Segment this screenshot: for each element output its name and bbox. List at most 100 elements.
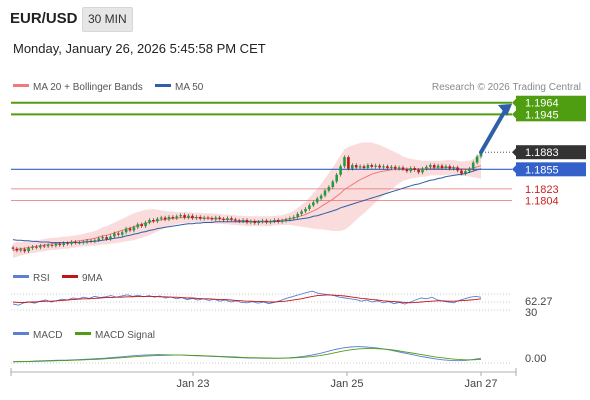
candle-body [42, 245, 46, 247]
candle-body [382, 166, 385, 168]
candle-body [230, 218, 233, 220]
timeframe-badge[interactable]: 30 MIN [82, 7, 133, 32]
candle-body [265, 220, 268, 223]
price-tag-pointer [512, 110, 516, 119]
candle-body [312, 202, 315, 206]
candle-body [117, 233, 120, 235]
price-tag-label: 1.1804 [525, 195, 559, 207]
candle-body [284, 219, 288, 221]
ma50-line [12, 168, 482, 244]
price-tag-label: 1.1945 [525, 109, 559, 121]
candle-body [132, 227, 136, 231]
legend-ma20-swatch [13, 84, 29, 87]
candle-body [167, 216, 171, 220]
candle-body [323, 190, 327, 196]
candle-body [93, 240, 97, 242]
candle-body [429, 165, 432, 167]
candle-body [58, 243, 62, 246]
candle-body [85, 240, 89, 243]
candle-body [393, 166, 397, 169]
candle-body [74, 242, 77, 243]
candle-body [444, 166, 448, 169]
candle-body [183, 215, 186, 218]
candle-body [425, 166, 428, 169]
candle-body [417, 169, 420, 173]
legend-rsi-label: RSI [33, 273, 50, 284]
candle-body [374, 165, 377, 167]
candle-body [159, 217, 163, 219]
candle-body [218, 217, 221, 219]
candle-body [358, 166, 362, 168]
candle-body [432, 165, 436, 168]
candle-body [339, 166, 342, 175]
candle-body [39, 245, 42, 248]
candle-body [276, 220, 280, 222]
rsi-level-label: 30 [525, 307, 537, 319]
candle-body [354, 165, 358, 168]
candle-body [156, 218, 159, 222]
chart-header: EUR/USD 30 MIN [0, 0, 590, 36]
legend-ma50-swatch [155, 84, 171, 87]
legend-rsi-swatch [13, 275, 29, 278]
candle-body [101, 237, 104, 239]
rsi-level-label: 62.27 [525, 296, 553, 308]
macd-panel: 0.00 [11, 346, 546, 365]
candle-body [210, 218, 214, 220]
candle-body [280, 220, 284, 222]
legend-ma50-label: MA 50 [175, 82, 204, 93]
candle-body [315, 198, 319, 203]
candle-body [46, 245, 50, 247]
candle-body [273, 220, 276, 222]
candle-body [19, 249, 23, 251]
candle-body [78, 242, 81, 244]
symbol-label: EUR/USD [10, 10, 78, 27]
candle-body [370, 165, 374, 167]
rsi-ma-line [12, 294, 482, 304]
candle-body [222, 218, 225, 221]
candle-body [475, 156, 479, 163]
candle-body [261, 220, 264, 222]
candle-body [292, 216, 296, 219]
candle-body [187, 215, 190, 218]
candle-body [253, 221, 257, 224]
candle-body [140, 224, 143, 227]
candle-body [206, 217, 210, 219]
price-tag-pointer [512, 98, 516, 107]
candle-body [347, 157, 350, 169]
legend-rsi-ma-swatch [62, 275, 78, 278]
price-tag-label: 1.1855 [525, 164, 559, 176]
candle-body [351, 165, 354, 169]
candle-body [390, 166, 393, 169]
candle-body [288, 218, 292, 220]
candle-body [148, 220, 151, 223]
legend-macd-swatch [13, 332, 29, 335]
forecast-arrow-head [498, 103, 512, 116]
candle-body [15, 248, 19, 251]
candle-body [128, 228, 132, 231]
price-tag-last [516, 145, 586, 160]
candle-body [105, 237, 108, 239]
candle-body [198, 216, 202, 219]
candle-body [89, 240, 93, 242]
price-tag-pointer [512, 148, 516, 157]
forecast-arrow [479, 103, 512, 155]
candle-body [113, 233, 116, 237]
price-tag-label: 1.1883 [525, 147, 559, 159]
candle-body [245, 220, 249, 223]
legend-macd-signal-swatch [75, 332, 91, 335]
candle-body [319, 195, 323, 199]
candle-body [421, 168, 424, 173]
candle-body [234, 219, 237, 221]
candle-body [175, 216, 179, 219]
price-tag-resistance [516, 107, 586, 122]
price-tag-resistance [516, 95, 586, 110]
candle-body [54, 243, 58, 246]
rsi-line [12, 290, 482, 306]
candle-body [362, 166, 366, 169]
candle-body [136, 224, 140, 228]
candle-body [11, 247, 15, 249]
candle-body [50, 245, 54, 246]
candle-body [397, 167, 401, 169]
